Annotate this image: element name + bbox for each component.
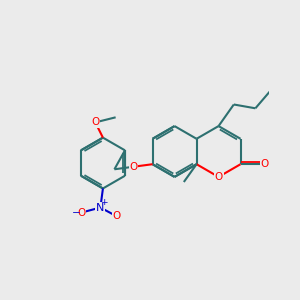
- Text: O: O: [91, 117, 99, 128]
- Text: O: O: [261, 159, 269, 169]
- Text: O: O: [214, 172, 223, 182]
- Text: N: N: [96, 202, 105, 212]
- Text: +: +: [100, 198, 108, 207]
- Text: −: −: [72, 208, 81, 218]
- Text: O: O: [113, 212, 121, 221]
- Text: O: O: [129, 162, 138, 172]
- Text: O: O: [77, 208, 86, 218]
